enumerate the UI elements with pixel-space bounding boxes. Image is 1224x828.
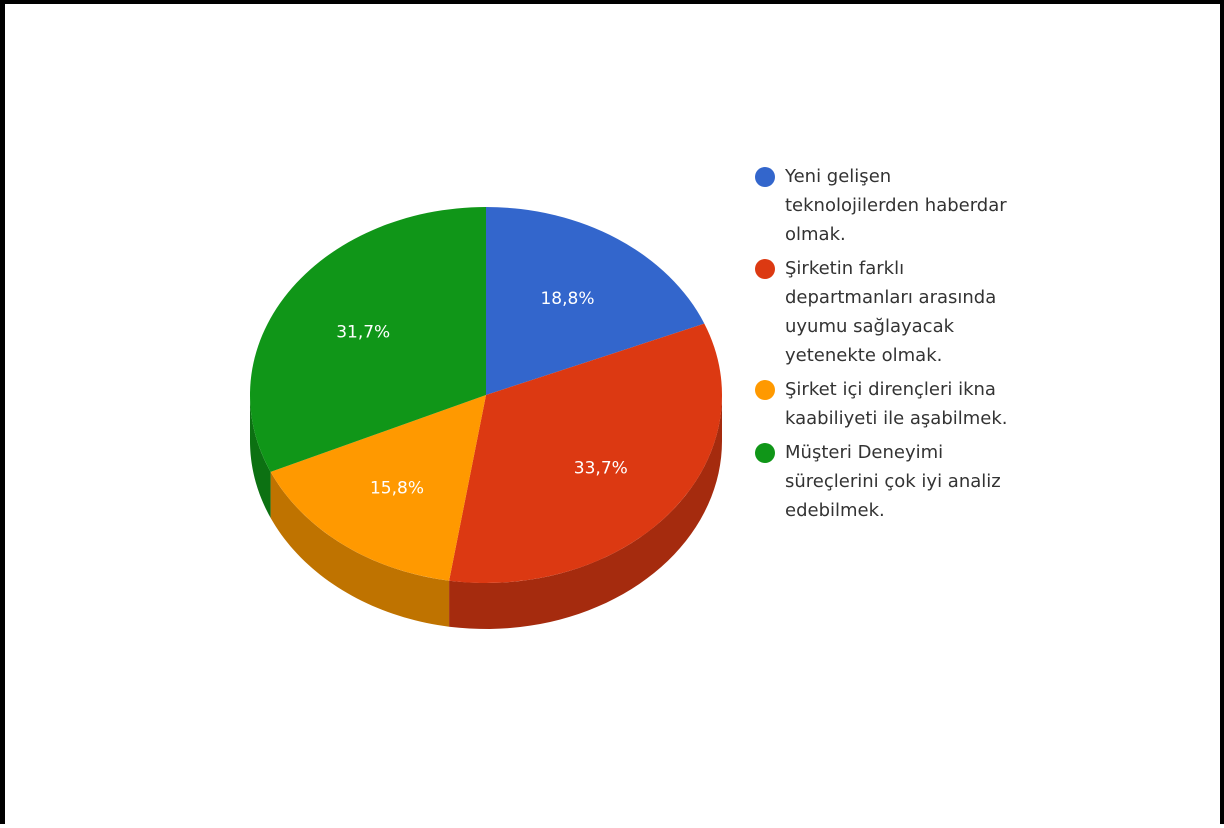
pie-slice-value-label: 31,7% xyxy=(336,323,390,343)
legend-color-dot xyxy=(755,380,775,400)
legend-label: Şirketin farklı departmanları arasında u… xyxy=(785,258,997,366)
legend-color-dot xyxy=(755,443,775,463)
pie-slice-side xyxy=(270,471,450,627)
legend-color-dot xyxy=(755,167,775,187)
pie-slice[interactable] xyxy=(449,323,723,584)
legend-label: Müşteri Deneyimi süreçlerini çok iyi ana… xyxy=(785,442,1001,521)
pie-slice[interactable] xyxy=(249,207,486,472)
pie-slice-value-label: 18,8% xyxy=(540,289,594,309)
legend-item[interactable]: Yeni gelişen teknolojilerden haberdar ol… xyxy=(755,162,1025,249)
legend-item[interactable]: Müşteri Deneyimi süreçlerini çok iyi ana… xyxy=(755,438,1025,525)
pie-chart: 18,8% 33,7% 15,8% 31,7% xyxy=(249,207,723,629)
pie-slice[interactable] xyxy=(486,207,705,395)
pie-slice-side xyxy=(250,395,271,518)
pie-slice[interactable] xyxy=(270,395,486,581)
legend-color-dot xyxy=(755,259,775,279)
legend-label: Yeni gelişen teknolojilerden haberdar ol… xyxy=(785,166,1007,245)
pie-slice-value-label: 33,7% xyxy=(574,458,628,478)
pie-slice-value-label: 15,8% xyxy=(370,479,424,499)
pie-slice-side xyxy=(449,395,722,629)
legend-item[interactable]: Şirket içi dirençleri ikna kaabiliyeti i… xyxy=(755,375,1025,433)
legend: Yeni gelişen teknolojilerden haberdar ol… xyxy=(755,162,1025,530)
legend-label: Şirket içi dirençleri ikna kaabiliyeti i… xyxy=(785,379,1008,429)
legend-item[interactable]: Şirketin farklı departmanları arasında u… xyxy=(755,254,1025,370)
